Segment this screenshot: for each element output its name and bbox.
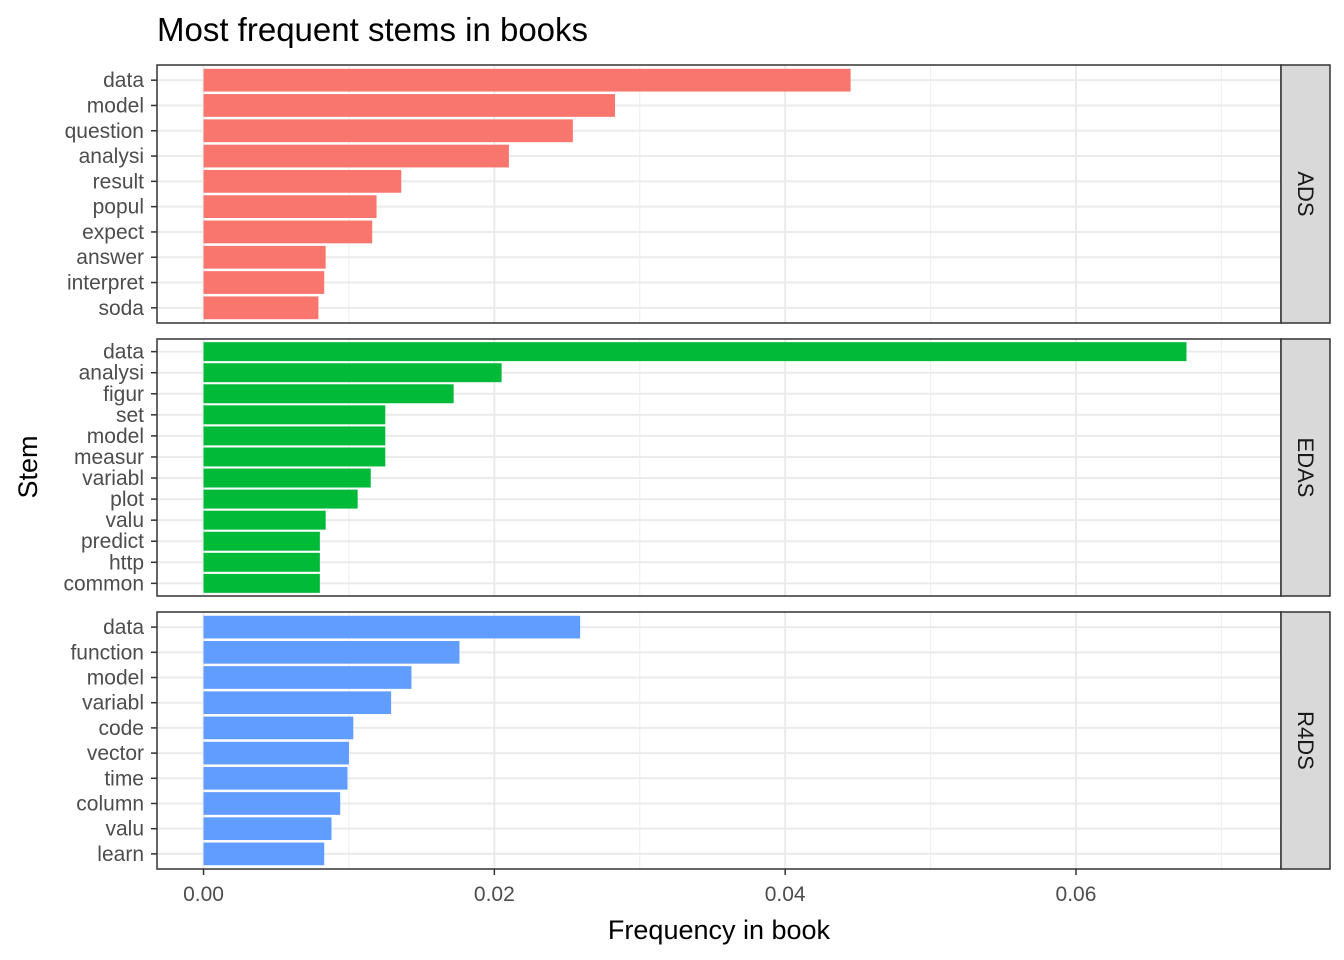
bar-ads-model xyxy=(203,94,616,117)
panel-edas: dataanalysifigursetmodelmeasurvariablplo… xyxy=(63,338,1331,597)
y-tick-label: question xyxy=(65,120,144,143)
bar-edas-set xyxy=(203,405,386,425)
bar-ads-interpret xyxy=(203,271,325,294)
y-tick-label: variabl xyxy=(82,692,144,715)
facet-strip xyxy=(1280,611,1331,870)
bar-r4ds-vector xyxy=(203,741,349,765)
bar-r4ds-data xyxy=(203,615,581,639)
y-tick-label: data xyxy=(103,616,144,639)
bar-ads-popul xyxy=(203,195,377,219)
y-tick-label: plot xyxy=(110,488,144,511)
y-tick-label: common xyxy=(63,572,144,595)
y-tick-label: valu xyxy=(105,509,144,532)
bar-ads-analysi xyxy=(203,144,509,168)
y-tick-label: figur xyxy=(103,383,144,406)
y-tick-label: data xyxy=(103,341,144,364)
y-tick-label: soda xyxy=(98,297,144,320)
x-axis-title: Frequency in book xyxy=(608,915,831,945)
y-tick-label: http xyxy=(109,551,144,574)
bar-ads-result xyxy=(203,169,402,193)
facet-label-edas: EDAS xyxy=(1293,438,1318,498)
y-tick-label: model xyxy=(87,425,144,448)
y-tick-label: time xyxy=(104,767,144,790)
bar-r4ds-learn xyxy=(203,842,325,866)
y-tick-label: set xyxy=(116,404,144,427)
facet-strip xyxy=(1280,338,1331,597)
bar-ads-answer xyxy=(203,245,326,269)
bar-edas-figur xyxy=(203,384,454,404)
bar-edas-data xyxy=(203,342,1187,362)
bar-edas-measur xyxy=(203,447,386,467)
facet-label-ads: ADS xyxy=(1293,171,1318,216)
x-tick-label: 0.00 xyxy=(183,883,224,906)
y-tick-label: popul xyxy=(93,196,144,219)
bar-ads-soda xyxy=(203,296,319,320)
bar-edas-plot xyxy=(203,489,358,509)
facet-label-r4ds: R4DS xyxy=(1293,711,1318,770)
x-tick-label: 0.02 xyxy=(474,883,515,906)
bar-edas-analysi xyxy=(203,363,502,383)
bar-ads-expect xyxy=(203,220,373,244)
facet-strip xyxy=(1280,64,1331,324)
x-tick-label: 0.06 xyxy=(1056,883,1097,906)
y-tick-label: measur xyxy=(74,446,144,469)
y-tick-label: interpret xyxy=(67,272,144,295)
bar-r4ds-code xyxy=(203,716,354,740)
y-tick-label: column xyxy=(76,792,144,815)
y-tick-label: expect xyxy=(82,221,144,244)
y-tick-label: code xyxy=(98,717,144,740)
y-tick-label: model xyxy=(87,94,144,117)
bar-r4ds-function xyxy=(203,640,460,664)
bar-edas-predict xyxy=(203,531,320,551)
y-tick-label: valu xyxy=(105,818,144,841)
y-tick-label: result xyxy=(93,170,145,193)
y-tick-label: data xyxy=(103,69,144,92)
y-tick-label: vector xyxy=(87,742,144,765)
bar-edas-common xyxy=(203,573,320,593)
bar-r4ds-valu xyxy=(203,817,332,841)
bar-edas-model xyxy=(203,426,386,446)
bar-ads-data xyxy=(203,68,851,92)
x-axis: 0.00 0.02 0.04 0.06 xyxy=(183,869,1096,906)
y-tick-label: model xyxy=(87,667,144,690)
bar-r4ds-model xyxy=(203,666,412,689)
y-tick-label: answer xyxy=(76,246,144,269)
y-axis-title: Stem xyxy=(13,435,43,498)
chart-title: Most frequent stems in books xyxy=(157,11,588,48)
y-tick-label: variabl xyxy=(82,467,144,490)
bar-edas-http xyxy=(203,552,320,572)
bar-r4ds-time xyxy=(203,766,348,790)
y-tick-label: learn xyxy=(97,843,144,866)
y-tick-label: predict xyxy=(81,530,144,553)
y-tick-label: analysi xyxy=(79,362,144,385)
x-tick-label: 0.04 xyxy=(765,883,806,906)
bar-edas-variabl xyxy=(203,468,371,488)
bar-r4ds-column xyxy=(203,792,341,815)
y-tick-label: analysi xyxy=(79,145,144,168)
panels-layer: datamodelquestionanalysiresultpopulexpec… xyxy=(63,64,1331,906)
bar-ads-question xyxy=(203,119,573,143)
y-tick-label: function xyxy=(70,641,144,664)
bar-edas-valu xyxy=(203,510,326,530)
bar-r4ds-variabl xyxy=(203,691,392,715)
